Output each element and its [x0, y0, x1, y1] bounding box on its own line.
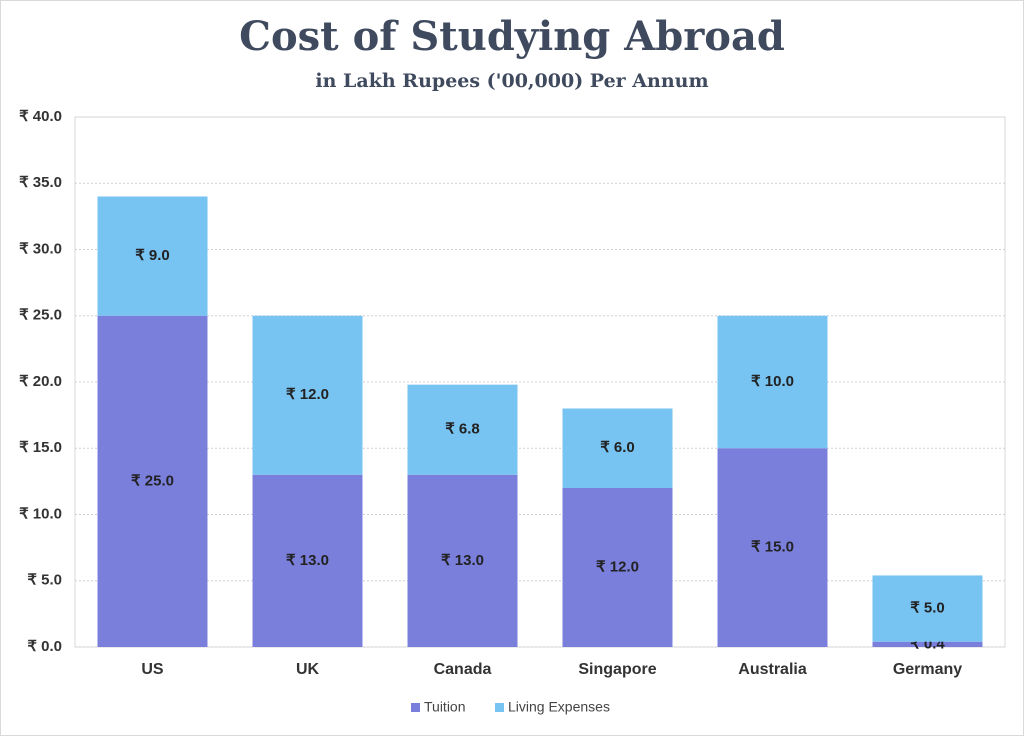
legend-label: Living Expenses [508, 699, 610, 715]
data-label: ₹ 13.0 [441, 552, 484, 569]
x-tick-label: Singapore [578, 661, 656, 678]
bar-segment [872, 575, 983, 642]
x-tick-label: Australia [738, 661, 807, 678]
x-tick-label: UK [296, 661, 320, 678]
y-tick-label: ₹ 5.0 [27, 572, 62, 589]
data-label: ₹ 12.0 [596, 558, 639, 575]
data-label: ₹ 6.0 [600, 439, 635, 456]
bar-segment [252, 315, 363, 475]
y-tick-label: ₹ 0.0 [27, 638, 62, 655]
y-tick-label: ₹ 40.0 [19, 108, 62, 125]
legend-label: Tuition [424, 699, 466, 715]
x-tick-label: Canada [434, 661, 492, 678]
data-label: ₹ 25.0 [131, 472, 174, 489]
data-label: ₹ 6.8 [445, 421, 480, 438]
data-label: ₹ 13.0 [286, 552, 329, 569]
bar-segment [252, 474, 363, 647]
bar-segment [562, 488, 673, 647]
bar-segment [97, 315, 208, 647]
bar-segment [872, 641, 983, 647]
bar-segment [407, 474, 518, 647]
data-label: ₹ 9.0 [135, 247, 170, 264]
y-tick-label: ₹ 10.0 [19, 505, 62, 522]
data-label: ₹ 15.0 [751, 539, 794, 556]
x-tick-label: Germany [893, 661, 962, 678]
bar-segment [717, 448, 828, 647]
bar-segment [717, 315, 828, 449]
legend-marker [411, 703, 420, 712]
bar-segment [97, 196, 208, 316]
y-tick-label: ₹ 35.0 [19, 174, 62, 191]
legend-marker [495, 703, 504, 712]
chart-title: Cost of Studying Abroad [239, 13, 785, 60]
chart-subtitle: in Lakh Rupees ('00,000) Per Annum [315, 70, 708, 92]
data-label: ₹ 10.0 [751, 373, 794, 390]
bar-segment [407, 384, 518, 475]
y-tick-label: ₹ 30.0 [19, 240, 62, 257]
y-tick-label: ₹ 20.0 [19, 373, 62, 390]
data-label: ₹ 12.0 [286, 386, 329, 403]
bar-segment [562, 408, 673, 488]
y-tick-label: ₹ 15.0 [19, 439, 62, 456]
data-label: ₹ 5.0 [910, 600, 945, 617]
y-tick-label: ₹ 25.0 [19, 307, 62, 324]
x-tick-label: US [141, 661, 164, 678]
